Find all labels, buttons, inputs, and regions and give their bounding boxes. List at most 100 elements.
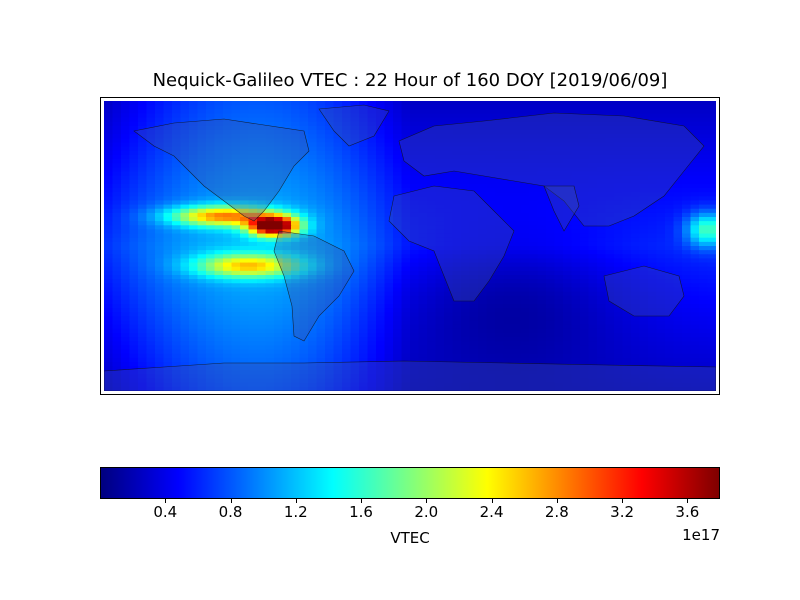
heatmap-cell xyxy=(673,130,683,135)
heatmap-cell xyxy=(112,217,122,222)
heatmap-cell xyxy=(707,328,716,334)
heatmap-cell xyxy=(546,304,556,309)
heatmap-cell xyxy=(690,200,700,206)
heatmap-cell xyxy=(495,196,505,202)
heatmap-cell xyxy=(282,378,292,384)
heatmap-cell xyxy=(180,386,190,391)
heatmap-cell xyxy=(580,341,590,347)
heatmap-cell xyxy=(257,246,267,251)
heatmap-cell xyxy=(690,316,700,322)
heatmap-cell xyxy=(240,105,250,110)
heatmap-cell xyxy=(410,204,420,210)
heatmap-cell xyxy=(673,188,683,193)
heatmap-cell xyxy=(554,378,564,384)
heatmap-cell xyxy=(614,345,624,351)
heatmap-cell xyxy=(240,366,250,371)
heatmap-cell xyxy=(546,109,556,115)
heatmap-cell xyxy=(478,378,488,384)
heatmap-cell xyxy=(427,345,437,351)
heatmap-cell xyxy=(214,101,224,106)
heatmap-cell xyxy=(444,138,454,144)
heatmap-cell xyxy=(265,324,275,330)
heatmap-cell xyxy=(189,179,199,185)
heatmap-cell xyxy=(656,328,666,334)
heatmap-cell xyxy=(537,250,547,255)
heatmap-cell xyxy=(129,163,139,168)
heatmap-cell xyxy=(384,299,394,305)
heatmap-cell xyxy=(622,357,632,363)
heatmap-cell xyxy=(503,279,513,284)
heatmap-cell xyxy=(316,328,326,334)
heatmap-cell xyxy=(248,175,258,181)
heatmap-cell xyxy=(418,146,428,152)
heatmap-cell xyxy=(639,125,649,131)
heatmap-cell xyxy=(495,212,505,218)
heatmap-cell xyxy=(231,204,241,210)
heatmap-cell xyxy=(138,250,148,255)
heatmap-cell xyxy=(427,320,437,326)
heatmap-cell xyxy=(427,304,437,309)
heatmap-cell xyxy=(486,345,496,351)
heatmap-cell xyxy=(180,175,190,181)
heatmap-cell xyxy=(172,370,182,376)
heatmap-cell xyxy=(512,353,522,359)
heatmap-cell xyxy=(435,237,445,243)
heatmap-cell xyxy=(282,324,292,330)
heatmap-cell xyxy=(699,146,709,152)
heatmap-cell xyxy=(112,246,122,251)
heatmap-cell xyxy=(546,105,556,110)
heatmap-cell xyxy=(401,221,411,226)
heatmap-cell xyxy=(452,163,462,168)
heatmap-cell xyxy=(435,362,445,367)
heatmap-cell xyxy=(597,233,607,239)
heatmap-cell xyxy=(605,105,615,110)
heatmap-cell xyxy=(308,370,318,376)
heatmap-cell xyxy=(401,283,411,289)
heatmap-cell xyxy=(223,125,233,131)
heatmap-cell xyxy=(291,188,301,193)
heatmap-cell xyxy=(614,304,624,309)
heatmap-cell xyxy=(189,246,199,251)
heatmap-cell xyxy=(452,138,462,144)
heatmap-cell xyxy=(614,150,624,156)
heatmap-cell xyxy=(359,117,369,123)
heatmap-cell xyxy=(163,183,173,189)
heatmap-cell xyxy=(129,262,139,268)
heatmap-cell xyxy=(512,275,522,280)
heatmap-cell xyxy=(614,208,624,214)
heatmap-cell xyxy=(546,225,556,231)
heatmap-cell xyxy=(146,246,156,251)
heatmap-cell xyxy=(146,237,156,243)
heatmap-cell xyxy=(614,316,624,322)
heatmap-cell xyxy=(495,295,505,301)
heatmap-cell xyxy=(563,154,573,160)
heatmap-cell xyxy=(112,333,122,338)
heatmap-cell xyxy=(571,167,581,173)
heatmap-cell xyxy=(214,134,224,139)
heatmap-cell xyxy=(554,291,564,297)
heatmap-cell xyxy=(690,366,700,371)
heatmap-cell xyxy=(639,291,649,297)
heatmap-cell xyxy=(333,142,343,148)
heatmap-cell xyxy=(486,109,496,115)
heatmap-cell xyxy=(401,233,411,239)
heatmap-cell xyxy=(605,217,615,222)
heatmap-cell xyxy=(214,266,224,272)
heatmap-cell xyxy=(265,113,275,119)
heatmap-cell xyxy=(257,270,267,276)
heatmap-cell xyxy=(580,349,590,355)
heatmap-cell xyxy=(121,163,131,168)
heatmap-cell xyxy=(240,254,250,260)
heatmap-cell xyxy=(172,246,182,251)
heatmap-cell xyxy=(418,362,428,367)
heatmap-cell xyxy=(665,105,675,110)
heatmap-cell xyxy=(495,192,505,197)
heatmap-cell xyxy=(707,150,716,156)
heatmap-cell xyxy=(512,105,522,110)
heatmap-cell xyxy=(537,154,547,160)
heatmap-cell xyxy=(427,171,437,177)
heatmap-cell xyxy=(656,357,666,363)
heatmap-cell xyxy=(146,362,156,367)
heatmap-cell xyxy=(469,366,479,371)
heatmap-cell xyxy=(333,159,343,164)
